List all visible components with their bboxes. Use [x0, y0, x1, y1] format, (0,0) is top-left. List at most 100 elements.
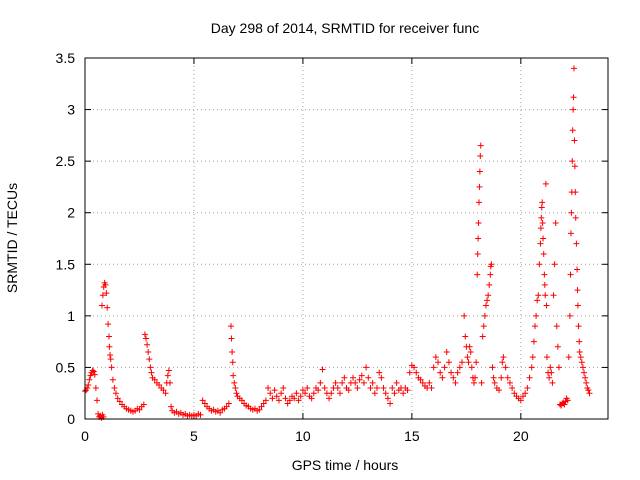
data-point [228, 335, 235, 342]
data-point [490, 374, 497, 381]
data-point [334, 385, 341, 392]
data-point [517, 397, 524, 404]
data-point [168, 403, 175, 410]
y-tick-label: 3 [67, 102, 75, 118]
data-point [197, 411, 204, 418]
data-point [548, 369, 555, 376]
data-point [286, 397, 293, 404]
data-point [106, 343, 113, 350]
data-point [321, 385, 328, 392]
data-point [496, 387, 503, 394]
data-point [319, 366, 326, 373]
data-point [225, 400, 232, 407]
data-point [430, 364, 437, 371]
data-point [583, 379, 590, 386]
data-point [485, 292, 492, 299]
data-point [93, 397, 100, 404]
data-point [365, 374, 372, 381]
data-point [233, 390, 240, 397]
data-point [566, 312, 573, 319]
data-point [201, 400, 208, 407]
data-point [454, 369, 461, 376]
data-point [475, 220, 482, 227]
data-point [534, 297, 541, 304]
chart-title: Day 298 of 2014, SRMTID for receiver fun… [211, 20, 479, 36]
data-point [487, 271, 494, 278]
data-point [232, 385, 239, 392]
x-tick-label: 20 [513, 428, 529, 444]
data-point [308, 395, 315, 402]
data-point [404, 387, 411, 394]
data-point [326, 395, 333, 402]
data-point [575, 323, 582, 330]
data-point [572, 189, 579, 196]
data-point [574, 266, 581, 273]
y-tick-label: 3.5 [56, 50, 76, 66]
data-point [582, 374, 589, 381]
data-point [555, 364, 562, 371]
data-point [506, 379, 513, 386]
data-point [238, 397, 245, 404]
data-point [500, 354, 507, 361]
data-point [574, 287, 581, 294]
data-point [468, 364, 475, 371]
data-point [165, 367, 172, 374]
data-point [352, 379, 359, 386]
data-point [89, 367, 96, 374]
x-tick-label: 0 [81, 428, 89, 444]
data-point [310, 390, 317, 397]
data-point [445, 359, 452, 366]
data-point [230, 372, 237, 379]
data-point [275, 397, 282, 404]
data-point [540, 250, 547, 257]
data-point [317, 379, 324, 386]
data-point [350, 374, 357, 381]
data-point [104, 304, 111, 311]
data-point [291, 395, 298, 402]
data-point [542, 292, 549, 299]
data-point [554, 343, 561, 350]
data-point [543, 302, 550, 309]
data-point [564, 397, 571, 404]
data-point [332, 379, 339, 386]
data-point [476, 168, 483, 175]
data-point [411, 364, 418, 371]
data-point [448, 369, 455, 376]
data-point [569, 158, 576, 165]
data-point [441, 364, 448, 371]
data-point [91, 371, 98, 378]
data-point [299, 387, 306, 394]
data-point [456, 364, 463, 371]
data-point [107, 352, 114, 359]
data-point [578, 359, 585, 366]
data-point [509, 385, 516, 392]
data-point [467, 348, 474, 355]
data-point [98, 302, 105, 309]
data-point [472, 374, 479, 381]
data-point [85, 381, 92, 388]
data-point [576, 348, 583, 355]
data-point [413, 369, 420, 376]
data-point [541, 271, 548, 278]
data-point [166, 379, 173, 386]
data-point [524, 385, 531, 392]
data-point [437, 369, 444, 376]
data-point [586, 390, 593, 397]
data-point [354, 385, 361, 392]
data-point [107, 356, 114, 363]
data-point [223, 403, 230, 410]
data-point [477, 142, 484, 149]
data-point [282, 395, 289, 402]
data-point [585, 387, 592, 394]
data-point [571, 65, 578, 72]
data-point [400, 390, 407, 397]
data-point [293, 390, 300, 397]
data-point [341, 374, 348, 381]
data-point [529, 354, 536, 361]
data-point [482, 302, 489, 309]
x-tick-label: 15 [404, 428, 420, 444]
data-point [360, 379, 367, 386]
data-point [538, 214, 545, 221]
data-point [481, 312, 488, 319]
data-point [382, 390, 389, 397]
